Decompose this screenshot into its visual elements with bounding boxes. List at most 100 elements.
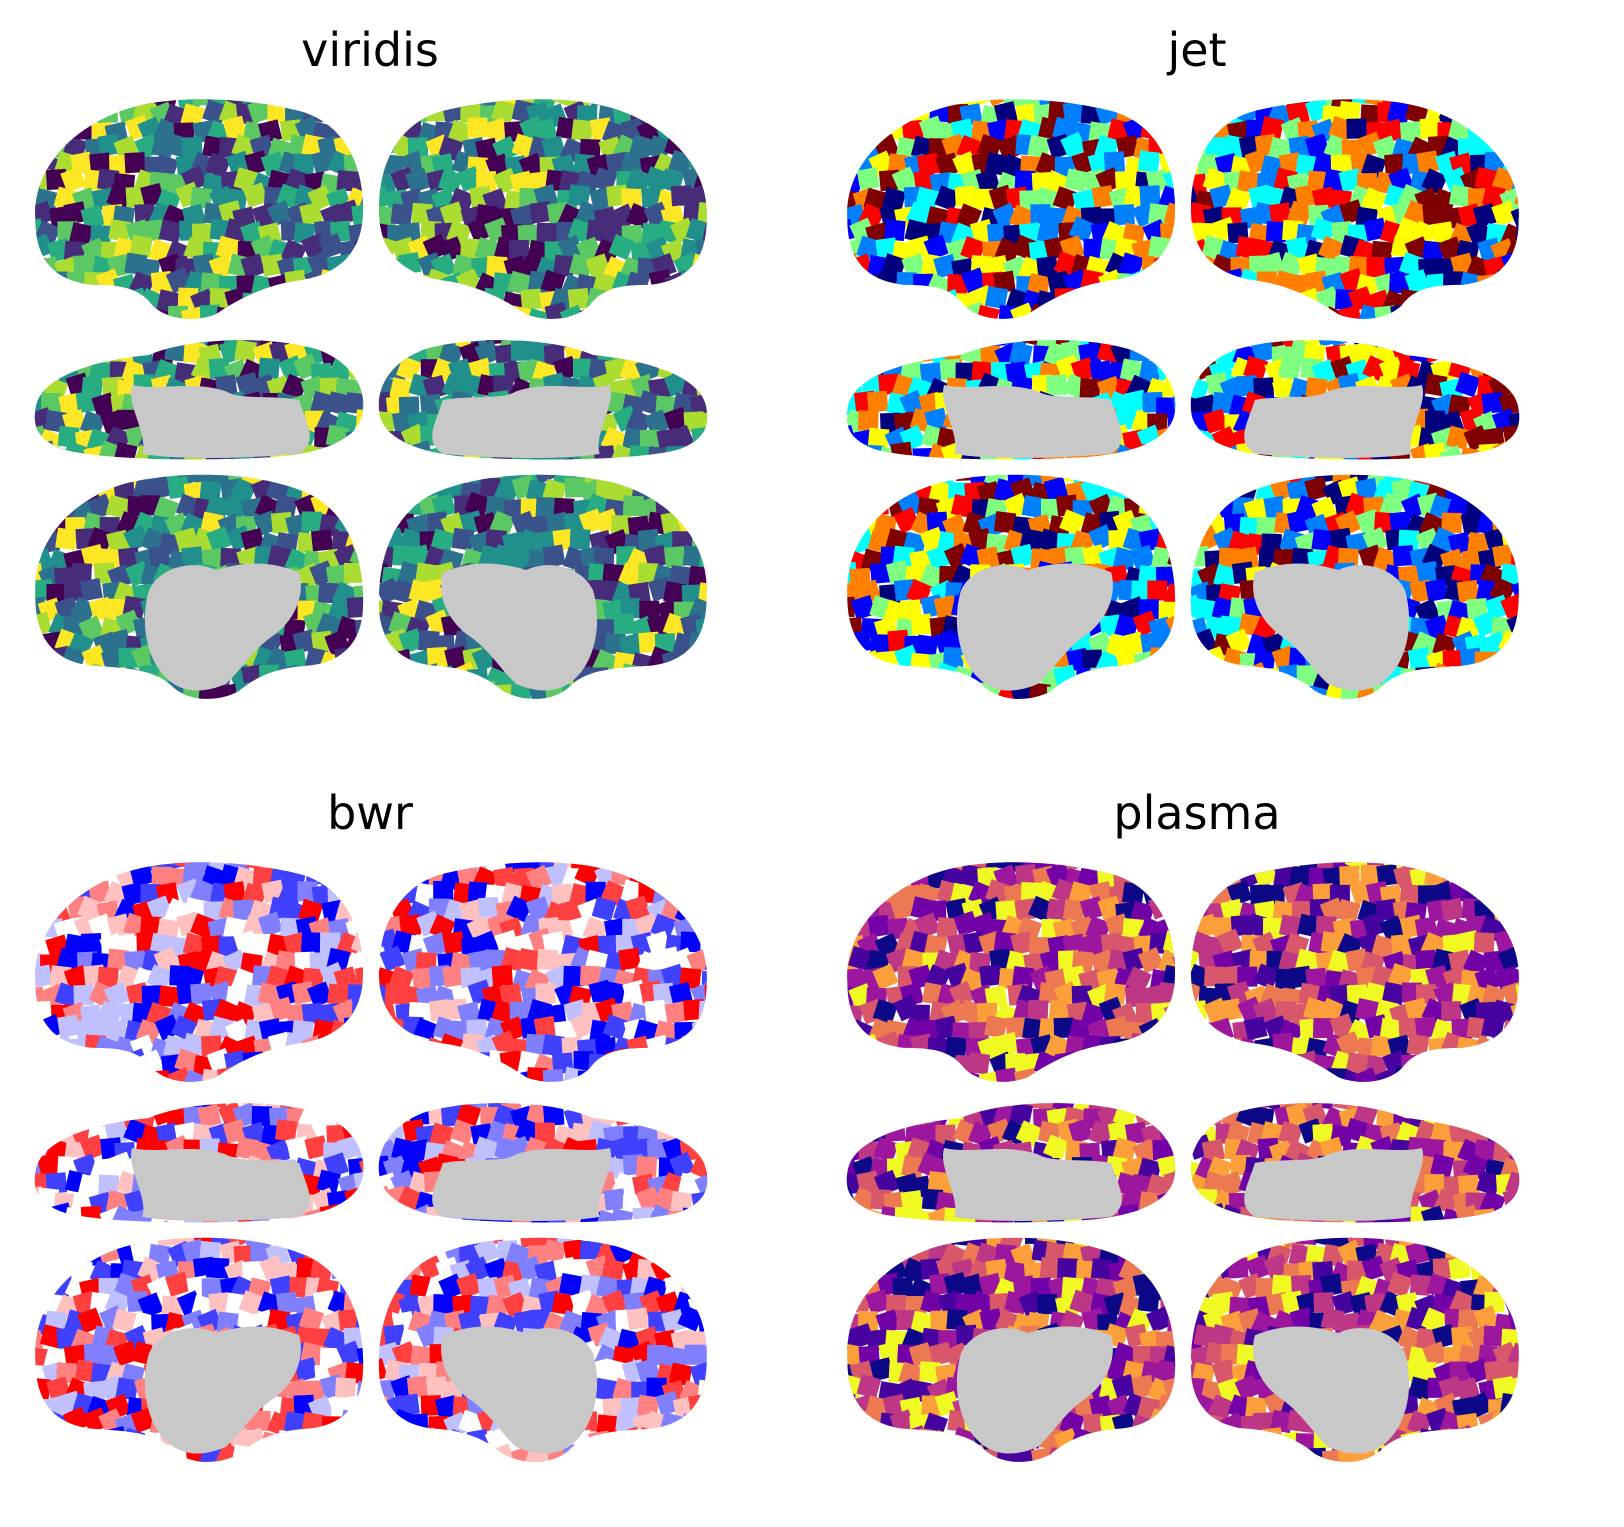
parcel	[603, 862, 629, 872]
parcel	[326, 667, 350, 691]
parcel	[1103, 462, 1129, 488]
parcel	[409, 1274, 433, 1298]
parcel	[947, 274, 968, 295]
parcel	[1392, 545, 1414, 567]
parcel	[442, 931, 466, 955]
parcel	[846, 340, 860, 350]
parcel	[1260, 701, 1285, 726]
parcel	[480, 1072, 501, 1082]
parcel	[490, 302, 516, 319]
parcel	[274, 1460, 300, 1462]
parcel	[180, 103, 206, 128]
parcel	[313, 1053, 335, 1074]
parcel	[1173, 288, 1176, 314]
parcel	[384, 667, 408, 691]
parcel	[107, 628, 132, 654]
parcel	[715, 615, 741, 641]
parcel	[309, 662, 335, 689]
parcel	[1521, 565, 1543, 587]
parcel	[1502, 664, 1519, 688]
parcel	[638, 1085, 659, 1106]
parcel	[1384, 256, 1406, 279]
parcel	[1457, 138, 1479, 159]
parcel	[715, 308, 735, 328]
parcel	[434, 1237, 455, 1245]
parcel	[1287, 686, 1310, 699]
parcel	[1041, 701, 1065, 725]
parcel	[562, 1066, 587, 1082]
parcel	[1157, 665, 1176, 691]
parcel	[381, 322, 406, 347]
parcel	[1436, 701, 1456, 721]
parcel	[1190, 302, 1213, 319]
parcel	[670, 880, 692, 902]
parcel	[1040, 498, 1062, 519]
parcel	[141, 985, 163, 1006]
parcel	[459, 684, 483, 699]
parcel	[370, 1031, 396, 1057]
parcel	[310, 456, 338, 460]
parcel	[1467, 532, 1490, 555]
parcel	[392, 303, 415, 319]
parcel	[1304, 476, 1329, 501]
parcel	[1500, 288, 1519, 310]
parcel	[1414, 340, 1439, 351]
parcel	[697, 1379, 707, 1402]
parcel	[1394, 683, 1416, 699]
parcel	[266, 684, 291, 699]
parcel	[1431, 340, 1453, 345]
parcel	[209, 1015, 234, 1041]
parcel	[1191, 493, 1218, 521]
parcel	[637, 562, 659, 584]
parcel	[707, 1293, 733, 1319]
parcel	[1501, 99, 1519, 111]
parcel	[674, 667, 695, 689]
parcel	[890, 441, 914, 460]
parcel	[35, 964, 54, 988]
parcel	[876, 306, 902, 319]
parcel	[996, 134, 1023, 161]
parcel	[866, 288, 889, 311]
parcel	[656, 1119, 679, 1142]
parcel	[1466, 703, 1487, 724]
parcel	[267, 545, 292, 569]
parcel	[91, 1429, 114, 1452]
parcel	[277, 664, 302, 689]
parcel	[191, 223, 213, 244]
parcel	[1079, 378, 1101, 400]
parcel	[1474, 651, 1495, 672]
parcel	[1379, 118, 1404, 144]
parcel	[1200, 302, 1227, 319]
parcel	[702, 99, 707, 108]
parcel	[233, 167, 259, 192]
parcel	[1423, 442, 1447, 460]
parcel	[687, 358, 708, 386]
parcel	[600, 700, 626, 726]
parcel	[646, 1377, 667, 1398]
parcel	[637, 99, 659, 105]
parcel	[378, 630, 392, 653]
parcel	[695, 898, 707, 923]
parcel	[362, 1237, 364, 1251]
parcel	[408, 1066, 433, 1082]
parcel	[1434, 474, 1456, 485]
parcel	[73, 99, 95, 108]
parcel	[695, 617, 707, 640]
parcel	[507, 305, 531, 319]
parcel	[106, 529, 131, 554]
parcel	[1491, 200, 1517, 227]
parcel	[369, 898, 391, 920]
parcel	[369, 864, 389, 884]
parcel	[444, 645, 469, 671]
parcel	[204, 152, 231, 179]
parcel	[959, 683, 982, 699]
parcel	[1225, 628, 1252, 655]
parcel	[398, 474, 424, 487]
parcel	[860, 865, 883, 888]
parcel	[35, 101, 54, 122]
parcel	[1166, 134, 1176, 155]
parcel	[1194, 598, 1218, 622]
parcel	[525, 1033, 547, 1055]
parcel	[1507, 480, 1519, 503]
parcel	[703, 1327, 707, 1354]
